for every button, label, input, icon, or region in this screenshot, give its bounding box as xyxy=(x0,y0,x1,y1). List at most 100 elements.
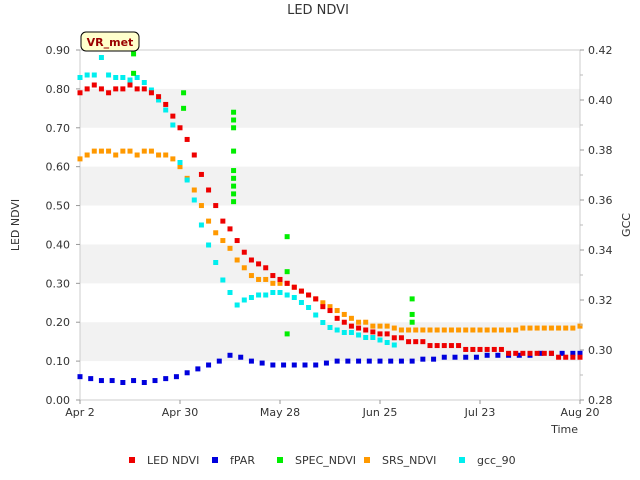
data-point-gcc-90 xyxy=(220,277,226,283)
series-layer xyxy=(77,51,583,385)
data-point-spec-ndvi xyxy=(409,311,415,317)
plot-band xyxy=(80,88,580,128)
data-point-srs-ndvi xyxy=(491,327,497,333)
data-point-fpar xyxy=(281,362,287,368)
data-point-led-ndvi xyxy=(163,101,169,107)
data-point-led-ndvi xyxy=(198,171,204,177)
left-tick-label: 0.50 xyxy=(46,200,71,213)
series-srs-ndvi xyxy=(77,148,583,333)
data-point-gcc-90 xyxy=(256,292,262,298)
data-point-led-ndvi xyxy=(284,280,290,286)
left-tick-label: 0.80 xyxy=(46,83,71,96)
data-point-gcc-90 xyxy=(177,160,183,165)
data-point-led-ndvi xyxy=(170,113,176,119)
data-point-led-ndvi xyxy=(341,319,347,325)
data-point-gcc-90 xyxy=(341,330,347,335)
data-point-led-ndvi xyxy=(84,86,90,92)
data-point-srs-ndvi xyxy=(220,238,226,244)
data-point-srs-ndvi xyxy=(127,148,133,154)
data-point-fpar xyxy=(152,378,158,384)
right-tick-label: 0.28 xyxy=(588,394,613,407)
site-label-frame xyxy=(80,31,140,52)
data-point-spec-ndvi xyxy=(231,191,237,197)
data-point-led-ndvi xyxy=(577,354,583,360)
data-point-gcc-90 xyxy=(141,80,147,85)
data-point-led-ndvi xyxy=(134,86,140,92)
data-point-led-ndvi xyxy=(527,350,533,356)
data-point-gcc-90 xyxy=(284,292,290,298)
data-point-gcc-90 xyxy=(91,72,97,78)
data-point-fpar xyxy=(356,358,362,364)
data-point-srs-ndvi xyxy=(577,323,583,329)
left-tick-label: 0.00 xyxy=(46,394,71,407)
data-point-srs-ndvi xyxy=(77,156,83,162)
legend-label-led-ndvi: LED NDVI xyxy=(147,454,199,467)
data-point-led-ndvi xyxy=(370,329,376,335)
data-point-led-ndvi xyxy=(291,284,297,290)
data-point-fpar xyxy=(323,360,329,366)
data-point-gcc-90 xyxy=(320,320,326,325)
data-point-led-ndvi xyxy=(384,331,390,337)
data-point-srs-ndvi xyxy=(520,325,526,331)
data-point-fpar xyxy=(163,376,169,382)
data-point-led-ndvi xyxy=(391,335,397,341)
data-point-fpar xyxy=(302,362,308,368)
data-point-srs-ndvi xyxy=(91,148,97,154)
data-point-led-ndvi xyxy=(413,339,419,345)
data-point-led-ndvi xyxy=(298,288,304,294)
data-point-led-ndvi xyxy=(141,86,147,92)
data-point-srs-ndvi xyxy=(448,327,454,333)
data-point-gcc-90 xyxy=(156,97,162,103)
data-point-led-ndvi xyxy=(534,350,540,356)
site-label-box: VR_met xyxy=(80,31,140,52)
data-point-srs-ndvi xyxy=(477,327,483,333)
data-point-led-ndvi xyxy=(548,350,554,356)
data-point-led-ndvi xyxy=(113,86,119,92)
data-point-led-ndvi xyxy=(327,308,333,314)
data-point-srs-ndvi xyxy=(334,308,340,314)
data-point-led-ndvi xyxy=(227,226,233,232)
series-spec-ndvi xyxy=(131,51,415,337)
data-point-srs-ndvi xyxy=(241,265,247,271)
left-tick-label: 0.40 xyxy=(46,238,71,251)
data-point-spec-ndvi xyxy=(284,331,290,337)
x-axis-label: Time xyxy=(550,423,578,436)
data-point-srs-ndvi xyxy=(391,325,397,331)
data-point-led-ndvi xyxy=(234,238,240,244)
left-tick-label: 0.70 xyxy=(46,122,71,135)
right-tick-label: 0.30 xyxy=(588,344,613,357)
data-point-led-ndvi xyxy=(263,265,269,271)
data-point-fpar xyxy=(248,358,254,364)
data-point-led-ndvi xyxy=(91,82,97,88)
data-point-srs-ndvi xyxy=(377,323,383,329)
data-point-fpar xyxy=(109,378,115,384)
data-point-srs-ndvi xyxy=(434,327,440,333)
data-point-fpar xyxy=(559,350,565,356)
data-point-fpar xyxy=(173,374,179,380)
data-point-fpar xyxy=(313,362,319,368)
data-point-fpar xyxy=(77,374,83,380)
data-point-fpar xyxy=(131,378,137,384)
legend: LED NDVI fPAR SPEC_NDVI SRS_NDVI gcc_90 xyxy=(129,454,516,467)
left-tick-label: 0.30 xyxy=(46,277,71,290)
data-point-gcc-90 xyxy=(348,330,354,335)
data-point-srs-ndvi xyxy=(234,257,240,263)
legend-swatch-srs-ndvi xyxy=(364,457,370,463)
data-point-led-ndvi xyxy=(127,82,133,88)
data-point-led-ndvi xyxy=(356,325,362,331)
data-point-spec-ndvi xyxy=(409,296,415,302)
data-point-gcc-90 xyxy=(356,332,362,338)
data-point-srs-ndvi xyxy=(513,327,519,333)
data-point-srs-ndvi xyxy=(191,187,197,193)
legend-label-spec-ndvi: SPEC_NDVI xyxy=(295,454,356,467)
data-point-srs-ndvi xyxy=(248,273,254,279)
data-point-gcc-90 xyxy=(234,302,240,308)
data-point-fpar xyxy=(409,358,415,364)
data-point-srs-ndvi xyxy=(534,325,540,331)
data-point-srs-ndvi xyxy=(134,152,140,158)
data-point-led-ndvi xyxy=(541,350,547,356)
legend-swatch-fpar xyxy=(212,457,218,463)
data-point-gcc-90 xyxy=(334,327,340,333)
data-point-led-ndvi xyxy=(270,273,276,279)
data-point-led-ndvi xyxy=(98,86,104,92)
